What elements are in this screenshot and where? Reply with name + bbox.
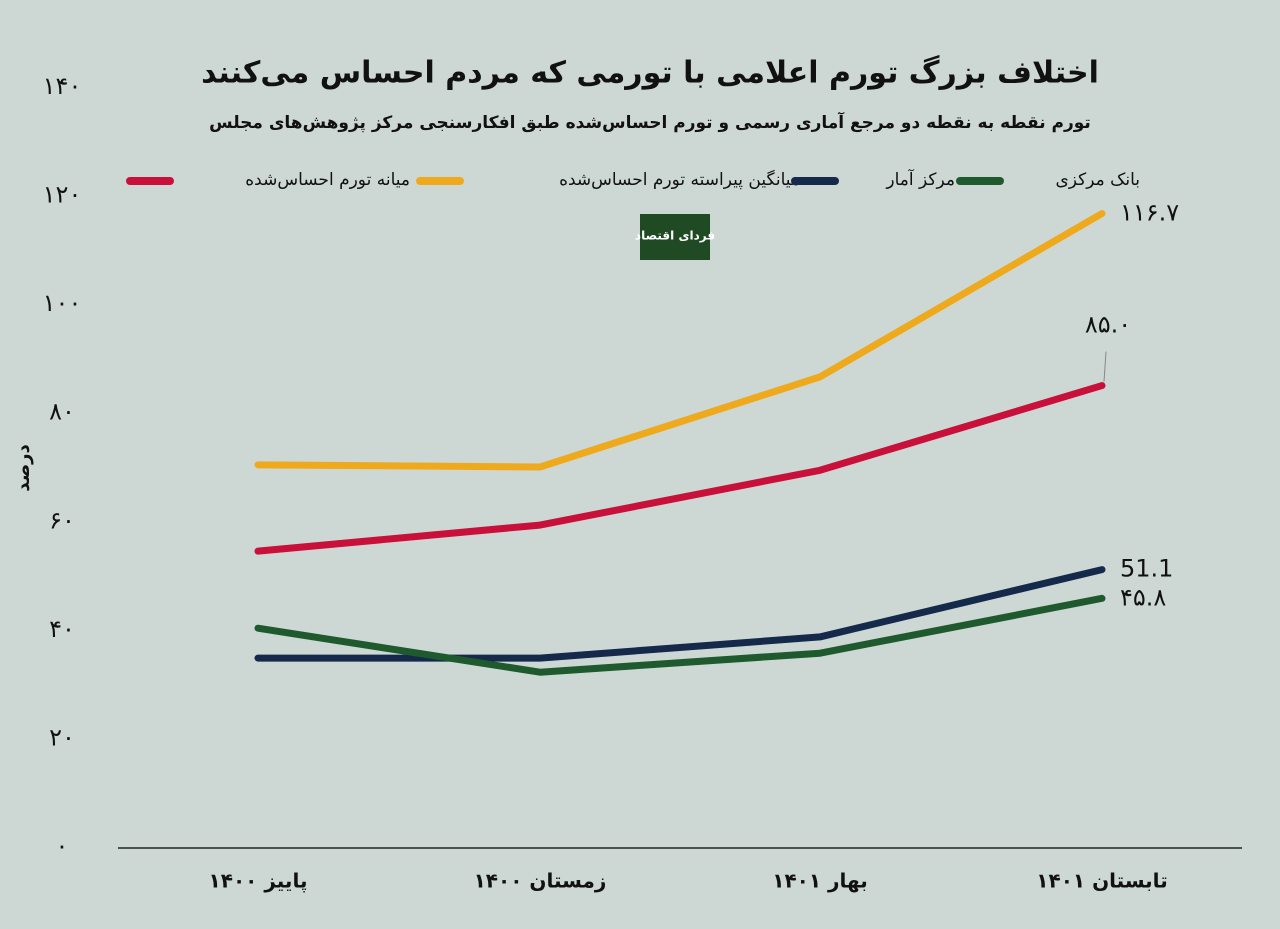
y-tick-label: ۱۴۰ — [43, 72, 82, 100]
y-tick-label: ۲۰ — [49, 723, 75, 751]
logo-text: فردای اقتصاد — [635, 229, 715, 243]
legend-label: میانگین پیراسته تورم احساس‌شده — [559, 169, 800, 190]
logo-box — [640, 214, 710, 260]
data-label: ۴۵.۸ — [1120, 583, 1166, 611]
series-line — [254, 594, 1106, 676]
y-axis-label: درصد — [13, 444, 34, 491]
chart-title: اختلاف بزرگ تورم اعلامی با تورمی که مردم… — [201, 55, 1099, 91]
y-tick-label: ۴۰ — [49, 615, 75, 643]
x-tick-label: زمستان ۱۴۰۰ — [474, 869, 607, 893]
logo: فردای اقتصاد — [635, 214, 715, 260]
series-line — [254, 382, 1106, 555]
chart-subtitle: تورم نقطه به نقطه دو مرجع آماری رسمی و ت… — [209, 111, 1091, 133]
x-tick-label: بهار ۱۴۰۱ — [772, 869, 868, 893]
x-tick-label: پاییز ۱۴۰۰ — [209, 869, 308, 894]
data-label: ۱۱۶.۷ — [1120, 198, 1179, 226]
x-tick-label: تابستان ۱۴۰۱ — [1036, 869, 1167, 893]
leader-line — [1103, 351, 1107, 382]
data-label: ۸۵.۰ — [1085, 311, 1131, 339]
data-label: 51.1 — [1120, 555, 1173, 583]
y-tick-label: ۱۲۰ — [43, 181, 82, 209]
legend-label: بانک مرکزی — [1055, 170, 1140, 190]
series-line — [254, 209, 1106, 471]
series-line — [254, 566, 1106, 662]
legend-label: مرکز آمار — [885, 168, 955, 190]
y-tick-label: ۶۰ — [49, 506, 75, 534]
legend-label: میانه تورم احساس‌شده — [245, 170, 410, 190]
y-tick-label: ۸۰ — [49, 398, 75, 426]
y-tick-label: ۱۰۰ — [43, 289, 82, 317]
y-tick-label: ۰ — [56, 832, 69, 860]
